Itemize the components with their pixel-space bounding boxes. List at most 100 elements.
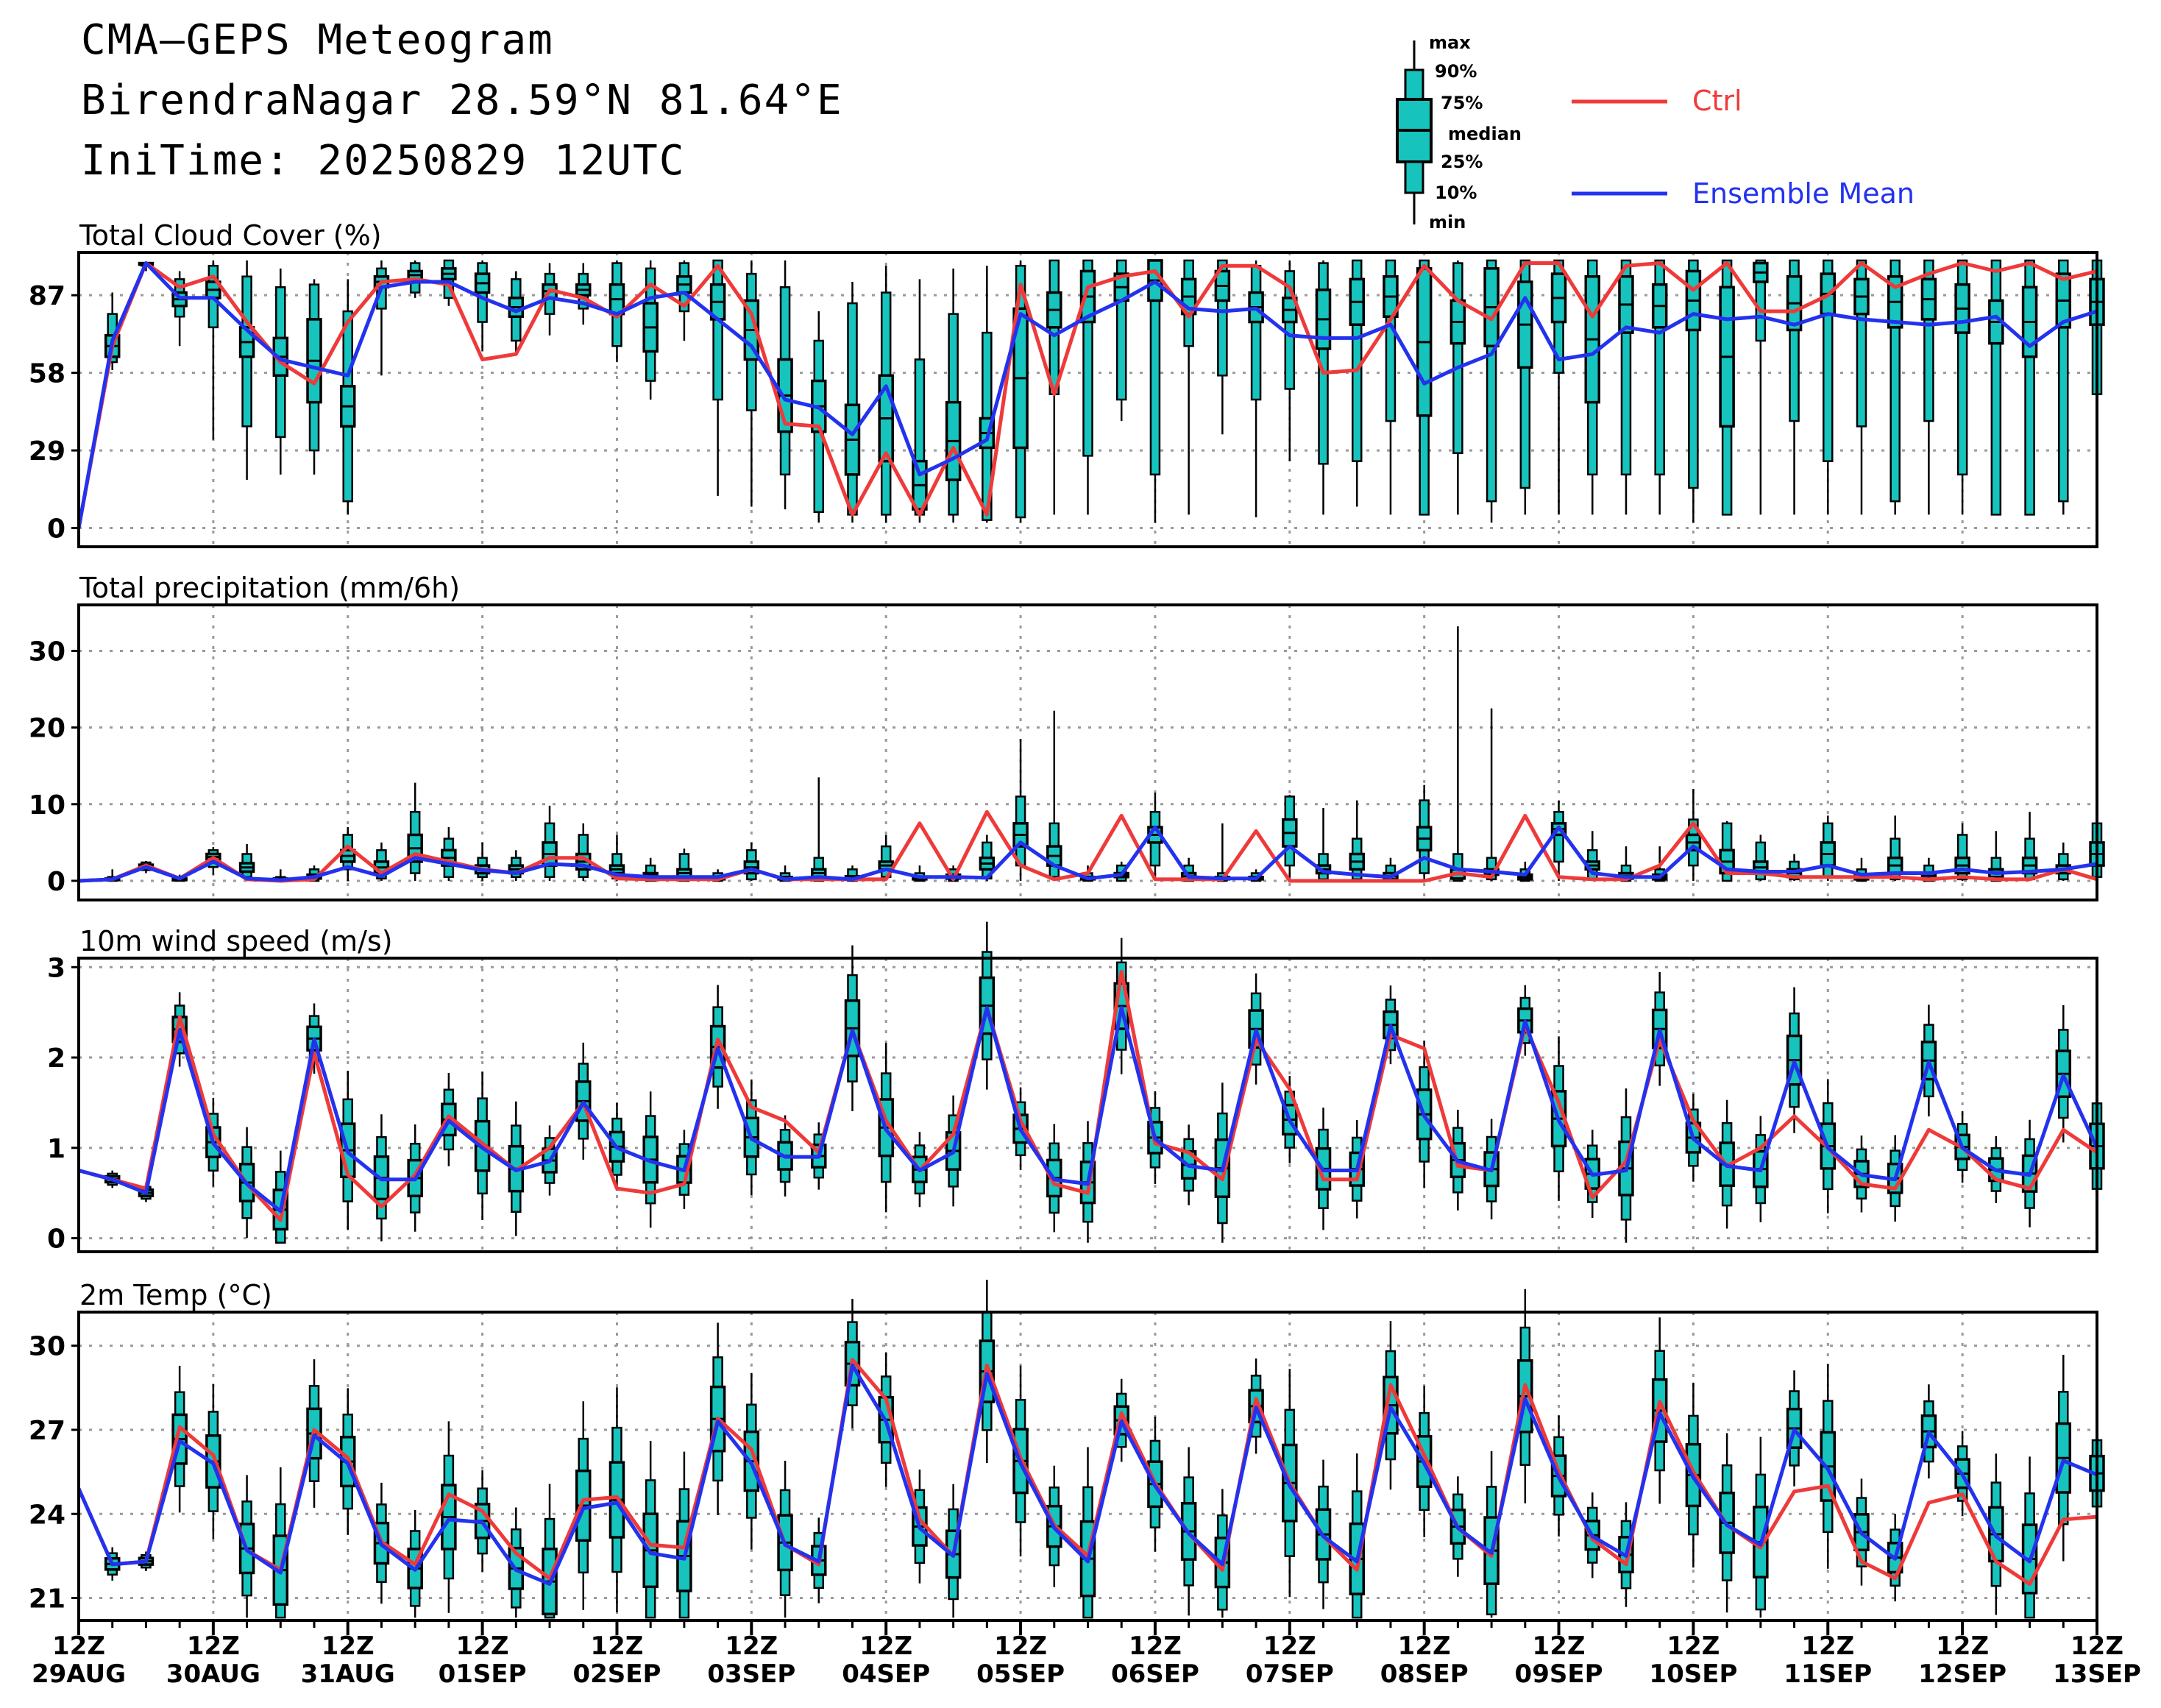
- box-plot: [1449, 626, 1466, 882]
- box-plot: [339, 279, 356, 515]
- x-hour-label: 12Z: [187, 1631, 240, 1661]
- box-plot: [1349, 259, 1365, 507]
- box-plot: [642, 260, 659, 400]
- panel-title: Total Cloud Cover (%): [79, 219, 382, 252]
- box-plot: [1786, 987, 1803, 1133]
- box-plot: [1180, 259, 1197, 515]
- box-plot: [1954, 259, 1970, 515]
- panel-3: 2m Temp (°C) 21 24 27 30: [29, 1279, 2105, 1622]
- y-tick-label: 87: [29, 281, 65, 311]
- x-date-label: 07SEP: [1246, 1659, 1334, 1689]
- x-hour-label: 12Z: [456, 1631, 509, 1661]
- panel-frame: [77, 957, 2098, 1253]
- x-hour-label: 12Z: [1801, 1631, 1854, 1661]
- box-plot: [1046, 259, 1062, 515]
- box-plot: [1248, 260, 1264, 517]
- panel-1: Total precipitation (mm/6h) 0 10 20 30: [29, 572, 2105, 901]
- box-legend: max 90% 75% median 25% 10% min: [1396, 32, 1522, 233]
- box-plot: [1449, 260, 1466, 515]
- x-hour-label: 12Z: [725, 1631, 778, 1661]
- box-plot: [1685, 259, 1702, 523]
- box-outer: [1553, 810, 1564, 863]
- x-date-label: 30AUG: [166, 1659, 260, 1689]
- x-date-label: 05SEP: [976, 1659, 1065, 1689]
- x-hour-label: 12Z: [1667, 1631, 1720, 1661]
- box-outer: [712, 259, 723, 401]
- panel-frame: [77, 251, 2098, 548]
- box-plot: [272, 268, 289, 475]
- x-date-label: 02SEP: [572, 1659, 661, 1689]
- box-plot: [844, 282, 861, 523]
- y-tick-label: 58: [29, 359, 65, 389]
- box-plot: [1517, 259, 1533, 515]
- legend-min-label: min: [1429, 212, 1466, 233]
- x-date-label: 12SEP: [1918, 1659, 2006, 1689]
- y-tick-label: 1: [47, 1134, 65, 1164]
- box-plot: [1147, 259, 1163, 523]
- box-plot: [1282, 260, 1298, 461]
- x-date-label: 31AUG: [301, 1659, 395, 1689]
- x-hour-label: 12Z: [1533, 1631, 1586, 1661]
- y-tick-label: 0: [47, 1225, 65, 1255]
- x-date-label: 06SEP: [1111, 1659, 1199, 1689]
- x-date-label: 01SEP: [439, 1659, 527, 1689]
- box-plot: [542, 1484, 558, 1619]
- box-plot: [373, 260, 390, 376]
- legend-median-label: median: [1448, 124, 1522, 144]
- panel-frame: [77, 603, 2098, 901]
- legend-p75-label: 75%: [1441, 93, 1483, 113]
- x-hour-label: 12Z: [859, 1631, 912, 1661]
- box-plot: [1820, 259, 1837, 515]
- box-plot: [844, 1298, 861, 1429]
- panel-0: Total Cloud Cover (%) 0 29 58 87: [29, 219, 2105, 548]
- x-hour-label: 12Z: [2070, 1631, 2123, 1661]
- box-plot: [979, 834, 996, 881]
- box-plot: [1315, 260, 1332, 515]
- y-tick-label: 10: [29, 790, 65, 821]
- box-plot: [1046, 710, 1062, 881]
- x-hour-label: 12Z: [322, 1631, 375, 1661]
- legend-p90-label: 90%: [1435, 61, 1477, 82]
- legend-mean-label: Ensemble Mean: [1692, 177, 1915, 210]
- mean-series-line: [79, 261, 2097, 528]
- panel-title: Total precipitation (mm/6h): [79, 572, 460, 604]
- box-plot: [743, 842, 760, 881]
- box-plot: [1954, 823, 1970, 881]
- x-date-label: 11SEP: [1784, 1659, 1872, 1689]
- box-plot: [777, 260, 793, 510]
- legend-p10-label: 10%: [1435, 183, 1477, 203]
- box-plot: [912, 279, 928, 523]
- x-date-label: 29AUG: [32, 1659, 126, 1689]
- box-plot: [608, 260, 625, 363]
- box-plot: [1651, 259, 1668, 515]
- y-tick-label: 27: [29, 1416, 65, 1446]
- box-plot: [339, 827, 356, 881]
- y-tick-label: 29: [29, 436, 65, 467]
- ctrl-series-line: [79, 261, 2097, 528]
- y-tick-label: 24: [29, 1500, 65, 1530]
- box-plot: [1113, 259, 1129, 422]
- x-hour-label: 12Z: [1263, 1631, 1316, 1661]
- y-tick-label: 21: [29, 1584, 65, 1615]
- box-plot: [1920, 259, 1937, 515]
- box-plot: [474, 260, 491, 352]
- ctrl-series-line: [79, 969, 2097, 1222]
- box-plot: [1719, 259, 1735, 516]
- box-plot: [1416, 784, 1433, 881]
- box-plot: [1550, 259, 1567, 515]
- box-plot: [642, 1441, 659, 1619]
- mean-series-line: [79, 825, 2097, 883]
- box-outer: [1990, 259, 2002, 516]
- legend-ctrl-label: Ctrl: [1692, 85, 1742, 117]
- box-plot: [1416, 259, 1433, 516]
- box-plot: [575, 263, 592, 325]
- line-legend: Ctrl Ensemble Mean: [1572, 85, 1915, 210]
- x-date-label: 04SEP: [842, 1659, 930, 1689]
- box-plot: [542, 805, 558, 881]
- x-hour-label: 12Z: [994, 1631, 1047, 1661]
- box-plot: [1786, 259, 1803, 515]
- box-plot: [1349, 800, 1365, 881]
- legend-max-label: max: [1429, 32, 1471, 53]
- x-date-label: 13SEP: [2053, 1659, 2141, 1689]
- y-tick-label: 20: [29, 714, 65, 744]
